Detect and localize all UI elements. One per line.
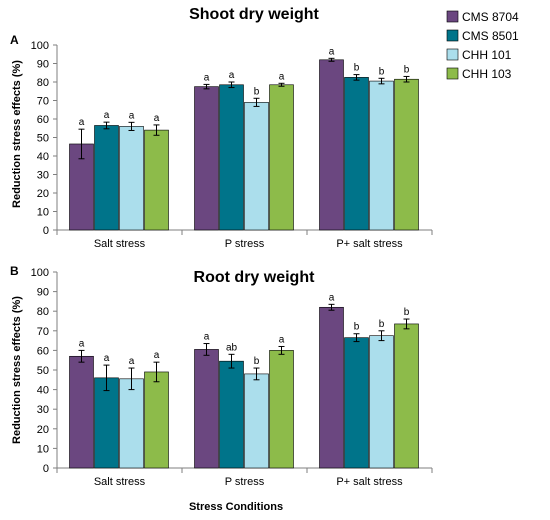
y-tick-label: 90 [37,59,49,71]
legend-label: CMS 8704 [462,10,519,24]
y-tick-label: 70 [37,96,49,108]
y-tick-label: 0 [43,225,49,237]
category-label: Salt stress [94,238,146,250]
legend-label: CHH 101 [462,48,512,62]
panel-a-letter: A [10,33,19,47]
bar [319,306,344,469]
legend-swatch [446,10,459,23]
significance-letter: a [104,353,110,364]
y-tick-label: 10 [37,443,49,455]
bar [119,378,144,469]
bar [244,373,269,469]
panel-a-y-axis-label: Reduction stress effects (%) [11,60,23,208]
legend-label: CHH 103 [462,67,512,81]
legend-swatch [446,67,459,80]
category-label: P stress [225,238,265,250]
significance-letter: a [129,356,135,367]
y-tick-label: 30 [37,404,49,416]
significance-letter: a [229,70,235,81]
significance-letter: b [254,86,260,97]
significance-letter: b [404,64,410,75]
y-tick-label: 70 [37,326,49,338]
category-label: P+ salt stress [336,476,403,488]
significance-letter: a [129,110,135,121]
y-tick-label: 10 [37,207,49,219]
y-tick-label: 40 [37,151,49,163]
category-label: P stress [225,476,265,488]
bar [369,80,394,231]
panel-b-y-axis-label: Reduction stress effects (%) [11,296,23,444]
y-tick-label: 80 [37,77,49,89]
bar [94,377,119,469]
panel-b-letter: B [10,264,19,278]
bar [319,59,344,231]
bar [344,337,369,469]
bar [344,77,369,231]
bar [119,126,144,231]
bar [94,125,119,231]
y-tick-label: 60 [37,114,49,126]
category-label: Salt stress [94,476,146,488]
y-tick-label: 20 [37,424,49,436]
significance-letter: a [154,350,160,361]
bar [69,355,94,469]
legend-swatch [446,48,459,61]
y-tick-label: 90 [37,287,49,299]
bar [144,371,169,469]
bar [269,350,294,469]
bar [219,84,244,231]
bar [194,86,219,231]
bar [144,129,169,231]
significance-letter: a [329,292,335,303]
significance-letter: b [354,63,360,74]
category-label: P+ salt stress [336,238,403,250]
y-tick-label: 0 [43,463,49,475]
significance-letter: b [404,307,410,318]
significance-letter: a [154,113,160,124]
significance-letter: a [329,46,335,57]
legend-swatch [446,29,459,42]
bar [394,78,419,231]
y-tick-label: 50 [37,133,49,145]
significance-letter: a [279,334,285,345]
bar [219,360,244,469]
y-tick-label: 100 [31,267,49,279]
y-tick-label: 20 [37,188,49,200]
y-tick-label: 80 [37,306,49,318]
legend: CMS 8704 CMS 8501 CHH 101 CHH 103 [446,10,519,81]
panel-b: Root dry weight B Reduction stress effec… [10,264,433,513]
y-tick-label: 40 [37,385,49,397]
significance-letter: a [79,338,85,349]
bar [394,323,419,469]
bar [269,84,294,231]
panel-a: Shoot dry weight A Reduction stress effe… [10,6,433,250]
y-tick-label: 100 [31,40,49,52]
panel-a-title: Shoot dry weight [189,6,319,23]
bar [369,335,394,469]
y-tick-label: 60 [37,345,49,357]
bar [244,102,269,231]
significance-letter: b [254,356,260,367]
significance-letter: a [204,72,210,83]
significance-letter: a [79,117,85,128]
significance-letter: ab [226,342,238,353]
legend-label: CMS 8501 [462,29,519,43]
panel-b-title: Root dry weight [194,269,316,286]
significance-letter: b [354,322,360,333]
y-tick-label: 30 [37,170,49,182]
y-tick-label: 50 [37,365,49,377]
panel-b-x-axis-label: Stress Conditions [189,501,283,513]
bar [194,349,219,469]
significance-letter: a [279,71,285,82]
significance-letter: b [379,319,385,330]
significance-letter: a [104,110,110,121]
significance-letter: b [379,66,385,77]
significance-letter: a [204,332,210,343]
